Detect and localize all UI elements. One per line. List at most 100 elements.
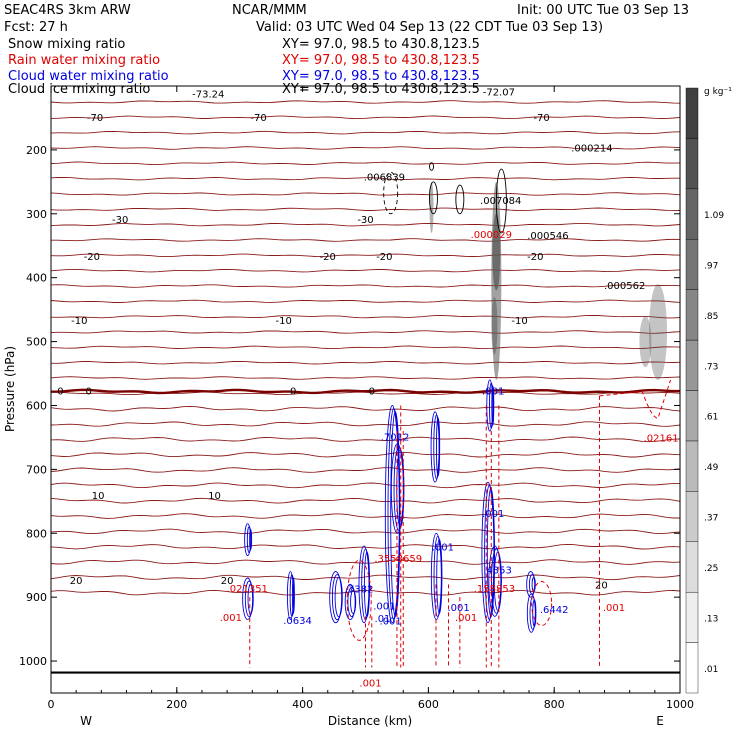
isotherm-label: -70	[533, 113, 549, 124]
isotherm-line	[50, 161, 681, 166]
maximum-label: .7382	[345, 584, 374, 595]
maximum-label: .021351	[227, 584, 268, 595]
colorbar-label: .85	[704, 312, 718, 322]
x-tick-label: 800	[544, 698, 565, 711]
maximum-label: .4353	[483, 565, 512, 576]
isotherm-label: -20	[320, 252, 336, 263]
maximum-label: .001	[603, 603, 625, 614]
isotherm-line	[50, 100, 681, 104]
colorbar-swatch	[685, 289, 699, 341]
isotherm-line	[50, 115, 681, 120]
maximum-label: .001	[432, 542, 454, 553]
isotherm-label: -10	[276, 316, 292, 327]
isotherm-line	[51, 238, 681, 242]
colorbar-swatch	[685, 239, 699, 290]
isotherm-line	[50, 268, 681, 273]
maximum-label: .7012	[381, 432, 410, 443]
maximum-label: .001	[455, 613, 477, 624]
snow-contour	[455, 184, 465, 215]
isotherm-label: 0	[290, 386, 296, 397]
label-layer: -70 -70 -70 -30 -30 -20 -20 -20 -20 -10 -10 -10 0 0 0 0…	[57, 87, 678, 689]
maximum-label: .007084	[480, 196, 521, 207]
maximum-label: .001	[373, 602, 395, 613]
colorbar-label: .37	[704, 514, 718, 524]
field-xy-cloud-ice: XY= 97.0, 98.5 to 430.8,123.5	[282, 82, 480, 97]
isotherm-label: 20	[70, 576, 83, 587]
isotherm-line	[50, 421, 681, 427]
field-name-snow: Snow mixing ratio	[8, 37, 125, 52]
isotherm-label: 0	[86, 386, 92, 397]
colorbar-swatch	[685, 188, 699, 240]
maximum-label: .158853	[474, 584, 515, 595]
forecast-hour: Fcst: 27 h	[4, 20, 68, 35]
isotherm-line	[50, 330, 681, 334]
colorbar-swatch	[685, 390, 699, 442]
isotherm-label: -10	[71, 316, 87, 327]
valid-time: Valid: 03 UTC Wed 04 Sep 13 (22 CDT Tue …	[256, 20, 603, 35]
isotherm-line	[50, 405, 681, 412]
isotherm-label: 0	[369, 386, 375, 397]
cloud-water-contour	[247, 583, 254, 614]
isotherm-line	[50, 497, 681, 504]
cloud-water-contour	[489, 382, 494, 429]
isotherm-line	[50, 299, 681, 303]
isotherm-label: -20	[84, 252, 100, 263]
plot-frame	[50, 85, 681, 694]
temperature-label: -72.07	[483, 87, 515, 98]
model-title: SEAC4RS 3km ARW	[4, 3, 131, 18]
snow-contour	[383, 171, 399, 215]
colorbar-label: 1.09	[704, 211, 724, 221]
rain-water-contour	[346, 559, 372, 641]
isotherm-line	[50, 467, 681, 473]
field-xy-snow: XY= 97.0, 98.5 to 430.8,123.5	[282, 37, 480, 52]
isotherm-line	[50, 284, 681, 288]
snow-shading-layer	[383, 162, 667, 380]
west-end-label: W	[80, 714, 92, 728]
cloud-water-contour	[289, 574, 295, 617]
colorbar-label: .61	[704, 413, 718, 423]
y-tick-label: 1000	[19, 655, 47, 668]
isotherm-label: -30	[357, 215, 373, 226]
maximum-label: .001	[482, 509, 504, 520]
field-xy-rain: XY= 97.0, 98.5 to 430.8,123.5	[282, 53, 480, 68]
field-name-cloud-ice: Cloud ice mixing ratio	[8, 82, 150, 97]
temperature-label: -73.24	[192, 89, 224, 100]
colorbar-label: .13	[704, 614, 718, 624]
isotherm-label: -30	[112, 215, 128, 226]
colorbar-label: .49	[704, 463, 719, 473]
colorbar-swatch	[685, 541, 699, 593]
isotherm-line	[50, 559, 681, 565]
temperature-label: 20	[595, 581, 608, 592]
maximum-label: .02161	[644, 434, 679, 445]
isotherm-label: -10	[511, 316, 527, 327]
x-tick-label: 1000	[666, 698, 694, 711]
cloud-water-contour	[436, 538, 443, 614]
colorbar: .01 .13 .25 .37 .49 .61 .73 .85 .97 1.09	[685, 87, 724, 694]
maximum-label: .000562	[604, 281, 645, 292]
east-end-label: E	[656, 714, 664, 728]
maximum-label: .000546	[527, 231, 568, 242]
cloud-water-contour	[436, 417, 441, 477]
colorbar-label: .97	[704, 261, 718, 271]
isotherm-line	[50, 314, 681, 319]
maximum-label: .001	[220, 613, 242, 624]
maximum-label: .000029	[471, 230, 512, 241]
isotherm-label: -70	[250, 113, 266, 124]
y-tick-label: 800	[26, 527, 47, 540]
y-tick-label: 300	[26, 208, 47, 221]
isotherm-label: 10	[208, 491, 221, 502]
isotherm-layer	[50, 100, 681, 674]
maximum-label: .3558659	[374, 554, 422, 565]
x-tick-label: 0	[48, 698, 55, 711]
field-xy-cloud-water: XY= 97.0, 98.5 to 430.8,123.5	[282, 69, 480, 84]
maximum-label: .01	[375, 614, 391, 625]
cloud-water-contour	[363, 551, 371, 618]
isotherm-line	[50, 436, 681, 443]
y-tick-label: 400	[26, 272, 47, 285]
snow-shading	[491, 296, 498, 355]
isotherm-label: -20	[376, 252, 392, 263]
isotherm-line	[51, 360, 681, 365]
y-tick-label: 600	[26, 399, 47, 412]
